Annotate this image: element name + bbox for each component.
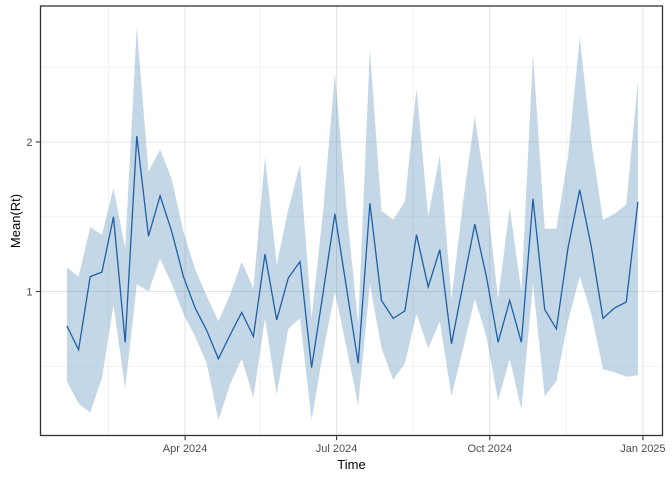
x-tick-label-jul-2024: Jul 2024: [316, 443, 358, 455]
y-tick-label-1: 1: [26, 287, 32, 299]
x-tick-label-jan-2025: Jan 2025: [620, 443, 665, 455]
x-axis-title: Time: [337, 457, 365, 472]
axis-ticks: [35, 141, 644, 441]
y-axis-title: Mean(Rt): [8, 194, 23, 248]
mean-line: [66, 135, 639, 368]
panel-border: [39, 5, 664, 437]
x-tick-label-apr-2024: Apr 2024: [163, 443, 208, 455]
x-tick-label-oct-2024: Oct 2024: [467, 443, 512, 455]
ci-ribbon: [66, 26, 638, 421]
y-tick-label-2: 2: [26, 137, 32, 149]
